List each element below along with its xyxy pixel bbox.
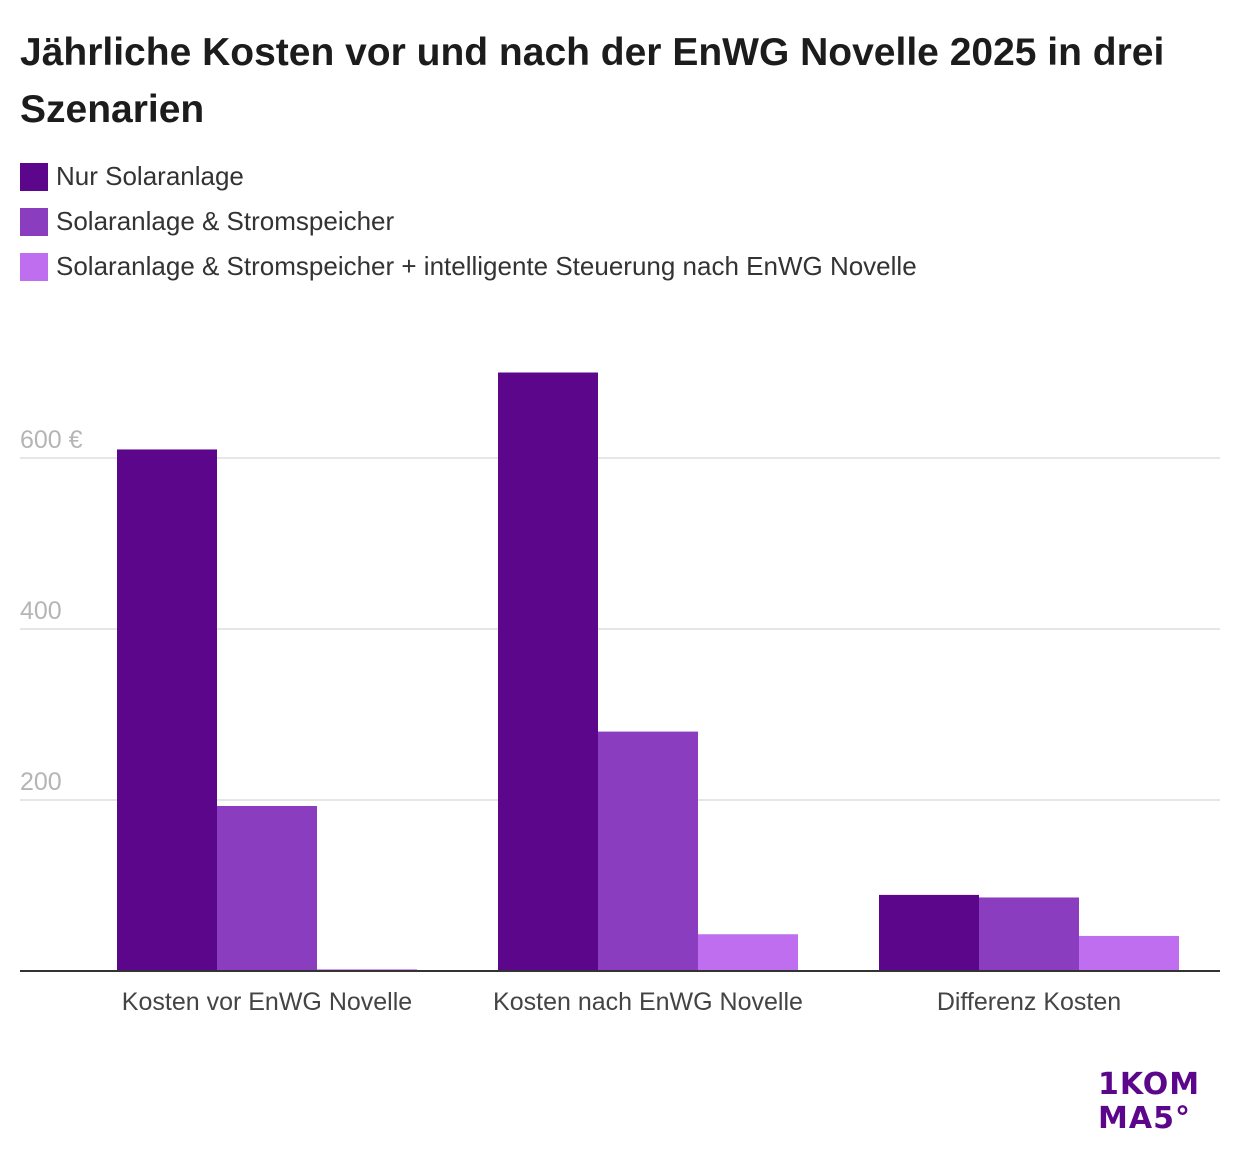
bar [879, 894, 979, 971]
logo-line-1: 1KOM [1098, 1067, 1201, 1102]
legend-item-solaranlage-stromspeicher: Solaranlage & Stromspeicher [20, 199, 917, 244]
chart-title: Jährliche Kosten vor und nach der EnWG N… [20, 31, 1165, 131]
bar [217, 805, 317, 971]
x-tick-label: Kosten vor EnWG Novelle [122, 988, 412, 1016]
legend-item-nur-solaranlage: Nur Solaranlage [20, 154, 917, 199]
bar [698, 934, 798, 971]
x-tick-label: Differenz Kosten [937, 988, 1121, 1016]
legend: Nur Solaranlage Solaranlage & Stromspeic… [20, 154, 917, 289]
logo-line-2: MA5° [1098, 1101, 1191, 1136]
y-tick-label: 200 [20, 768, 62, 796]
y-tick-label: 600 € [20, 426, 83, 454]
bar-chart: 200 400 600 € Kosten vor EnWG Novelle Kosten… [20, 372, 1220, 1016]
legend-label: Solaranlage & Stromspeicher + intelligen… [56, 251, 917, 281]
x-tick-label: Kosten nach EnWG Novelle [493, 988, 803, 1016]
y-tick-label: 400 [20, 597, 62, 625]
legend-label: Solaranlage & Stromspeicher [56, 206, 395, 236]
bar [498, 372, 598, 971]
brand-logo: 1KOM MA5° [1098, 1068, 1210, 1136]
bar [979, 897, 1079, 971]
legend-swatch [20, 252, 48, 281]
legend-item-intelligente-steuerung: Solaranlage & Stromspeicher + intelligen… [20, 244, 917, 289]
legend-label: Nur Solaranlage [56, 161, 244, 191]
bar [598, 731, 698, 971]
bar [117, 449, 217, 971]
legend-swatch [20, 207, 48, 236]
bar [1079, 935, 1179, 971]
legend-swatch [20, 162, 48, 191]
